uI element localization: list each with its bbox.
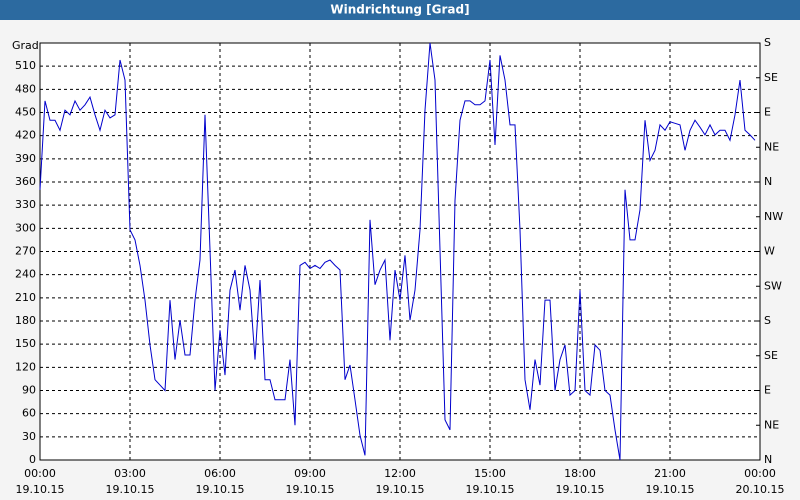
y-tick-label: 30 xyxy=(22,430,36,443)
y-tick-label: 180 xyxy=(15,314,36,327)
y-tick-label: 210 xyxy=(15,291,36,304)
y-tick-label: 0 xyxy=(29,453,36,466)
x-tick-date: 19.10.15 xyxy=(196,483,245,496)
y2-tick-label: NE xyxy=(764,418,779,431)
y2-tick-label: E xyxy=(764,106,771,119)
y-tick-label: 420 xyxy=(15,129,36,142)
y-tick-label: 150 xyxy=(15,337,36,350)
y-tick-label: 300 xyxy=(15,221,36,234)
x-tick-label: 12:00 xyxy=(384,467,416,480)
x-tick-label: 18:00 xyxy=(564,467,596,480)
y-tick-label: 120 xyxy=(15,360,36,373)
y-tick-label: 510 xyxy=(15,59,36,72)
x-tick-label: 00:00 xyxy=(744,467,776,480)
y-tick-label: 390 xyxy=(15,152,36,165)
y-tick-label: 60 xyxy=(22,407,36,420)
y-tick-label: 450 xyxy=(15,106,36,119)
y2-tick-label: N xyxy=(764,453,772,466)
y2-tick-label: W xyxy=(764,245,775,258)
x-tick-date: 19.10.15 xyxy=(376,483,425,496)
y2-tick-label: S xyxy=(764,314,771,327)
y2-tick-label: E xyxy=(764,384,771,397)
x-tick-label: 09:00 xyxy=(294,467,326,480)
y-tick-label: 480 xyxy=(15,82,36,95)
y2-tick-label: N xyxy=(764,175,772,188)
x-tick-date: 19.10.15 xyxy=(286,483,335,496)
x-tick-date: 19.10.15 xyxy=(466,483,515,496)
y-tick-label: 240 xyxy=(15,268,36,281)
x-tick-label: 00:00 xyxy=(24,467,56,480)
y-tick-label: 360 xyxy=(15,175,36,188)
chart-title: Windrichtung [Grad] xyxy=(330,3,469,17)
y-tick-label: 270 xyxy=(15,245,36,258)
y-axis-label: Grad xyxy=(12,39,39,52)
x-tick-date: 19.10.15 xyxy=(556,483,605,496)
x-tick-label: 21:00 xyxy=(654,467,686,480)
x-tick-label: 03:00 xyxy=(114,467,146,480)
data-line xyxy=(39,42,756,461)
x-tick-date: 20.10.15 xyxy=(736,483,785,496)
title-bar xyxy=(0,0,800,20)
y2-tick-label: SW xyxy=(764,279,782,292)
y2-tick-label: SE xyxy=(764,349,778,362)
y-tick-label: 90 xyxy=(22,384,36,397)
x-tick-label: 15:00 xyxy=(474,467,506,480)
y2-tick-label: NW xyxy=(764,210,783,223)
x-tick-label: 06:00 xyxy=(204,467,236,480)
y2-tick-label: S xyxy=(764,36,771,49)
x-tick-date: 19.10.15 xyxy=(106,483,155,496)
x-tick-date: 19.10.15 xyxy=(16,483,65,496)
y2-tick-label: NE xyxy=(764,140,779,153)
x-tick-date: 19.10.15 xyxy=(646,483,695,496)
y2-tick-label: SE xyxy=(764,71,778,84)
y-tick-label: 330 xyxy=(15,198,36,211)
